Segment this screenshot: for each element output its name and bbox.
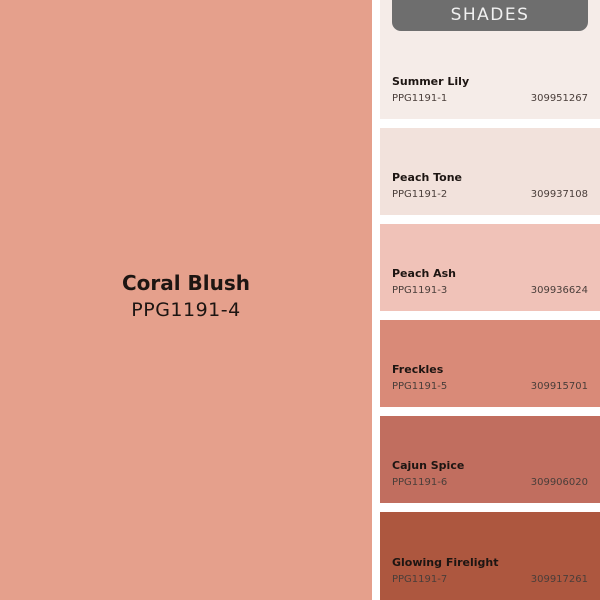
shade-number: 309915701 [530, 381, 588, 392]
shade-number: 309917261 [530, 574, 588, 585]
shade-number: 309906020 [530, 477, 588, 488]
shade-swatch: Freckles PPG1191-5 309915701 [380, 320, 600, 407]
main-color-name: Coral Blush [121, 271, 251, 295]
shade-name: Summer Lily [392, 75, 470, 88]
shade-code: PPG1191-3 [392, 285, 448, 296]
shade-name: Freckles [392, 363, 444, 376]
shade-code: PPG1191-6 [392, 477, 448, 488]
shade-code: PPG1191-7 [392, 574, 448, 585]
shade-number: 309937108 [530, 189, 588, 200]
shade-name: Cajun Spice [392, 459, 465, 472]
shade-swatch: Glowing Firelight PPG1191-7 309917261 [380, 512, 600, 600]
shade-swatch: Peach Tone PPG1191-2 309937108 [380, 128, 600, 215]
main-swatch: Coral Blush PPG1191-4 [0, 0, 372, 600]
shade-number: 309936624 [530, 285, 588, 296]
shades-badge: SHADES [392, 0, 588, 31]
shade-name: Peach Tone [392, 171, 463, 184]
shade-code: PPG1191-2 [392, 189, 448, 200]
shade-swatch: Peach Ash PPG1191-3 309936624 [380, 224, 600, 311]
shade-number: 309951267 [530, 93, 588, 104]
shade-name: Glowing Firelight [392, 556, 499, 569]
shade-name: Peach Ash [392, 267, 457, 280]
shade-swatch: Cajun Spice PPG1191-6 309906020 [380, 416, 600, 503]
main-color-code: PPG1191-4 [131, 299, 241, 321]
shade-code: PPG1191-5 [392, 381, 448, 392]
shade-code: PPG1191-1 [392, 93, 448, 104]
